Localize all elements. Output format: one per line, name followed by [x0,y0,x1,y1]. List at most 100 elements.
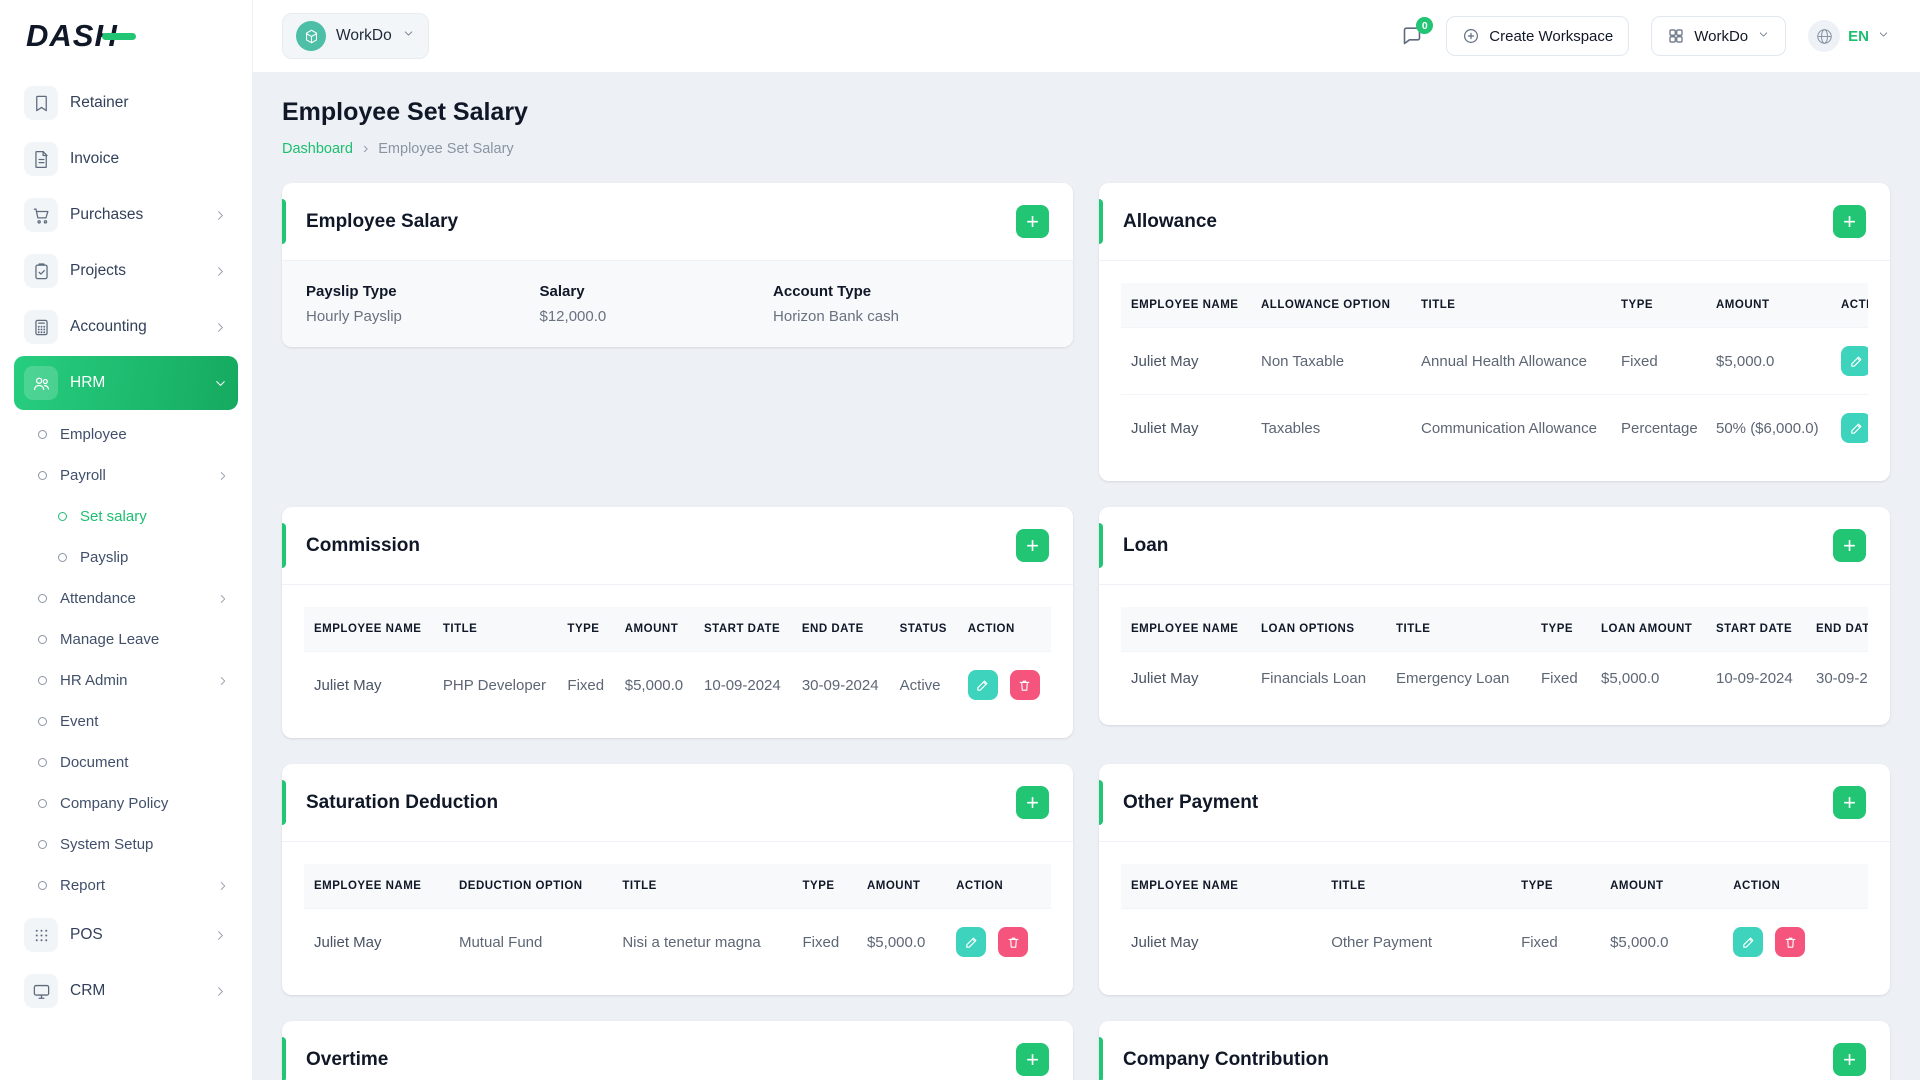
sidebar-item-label: HRM [70,374,106,391]
add-allowance-button[interactable]: + [1833,205,1866,238]
card-header: Company Contribution + [1099,1021,1890,1080]
allowance-card: Allowance + EMPLOYEE NAME ALLOWANCE OPTI… [1099,183,1890,481]
edit-button[interactable] [1733,927,1764,957]
bullet-icon [38,635,47,644]
overtime-card: Overtime + [282,1021,1073,1080]
add-company-contribution-button[interactable]: + [1833,1043,1866,1076]
sidebar-item-projects[interactable]: Projects [14,244,238,298]
messages-button[interactable]: 0 [1400,17,1434,48]
sidebar-item-payslip[interactable]: Payslip [44,537,238,578]
commission-card: Commission + EMPLOYEE NAME TITLE TYPE AM… [282,507,1073,738]
logo-text: DASH [26,18,118,53]
sidebar-item-invoice[interactable]: Invoice [14,132,238,186]
plus-icon: + [1843,532,1856,558]
add-overtime-button[interactable]: + [1016,1043,1049,1076]
edit-button[interactable] [967,670,998,700]
cell: Other Payment [1321,908,1512,975]
cell: Juliet May [1121,327,1251,395]
edit-button[interactable] [1841,346,1868,376]
sidebar-item-label: Payroll [60,467,106,484]
pos-icon [24,918,58,952]
sidebar-item-label: Accounting [70,318,147,335]
other-payment-card: Other Payment + EMPLOYEE NAME TITLE TYPE… [1099,764,1890,995]
sidebar-item-company-policy[interactable]: Company Policy [24,783,238,824]
main-area: WorkDo 0 Create Workspace WorkDo [252,0,1920,1080]
column-header: EMPLOYEE NAME [304,607,433,652]
breadcrumb-dashboard-link[interactable]: Dashboard [282,141,353,157]
cell: Juliet May [1121,651,1251,705]
sidebar-item-label: Purchases [70,206,144,223]
sidebar-item-event[interactable]: Event [24,701,238,742]
sidebar-item-employee[interactable]: Employee [24,414,238,455]
sidebar-item-purchases[interactable]: Purchases [14,188,238,242]
other-payment-table-wrap: EMPLOYEE NAME TITLE TYPE AMOUNT ACTION J… [1121,864,1868,975]
sidebar-item-label: Set salary [80,508,147,525]
column-header: TITLE [1386,607,1531,652]
table-header-row: EMPLOYEE NAME ALLOWANCE OPTION TITLE TYP… [1121,283,1868,328]
sidebar-item-set-salary[interactable]: Set salary [44,496,238,537]
bullet-icon [38,799,47,808]
add-employee-salary-button[interactable]: + [1016,205,1049,238]
card-title: Company Contribution [1123,1048,1329,1070]
employee-salary-card: Employee Salary + Payslip Type Hourly Pa… [282,183,1073,347]
add-commission-button[interactable]: + [1016,529,1049,562]
bullet-icon [38,430,47,439]
bullet-icon [38,594,47,603]
delete-button[interactable] [998,927,1029,957]
actions-cell [1831,394,1868,461]
sidebar-item-document[interactable]: Document [24,742,238,783]
cell: Fixed [1511,908,1601,975]
cell: $5,000.0 [1600,908,1724,975]
column-header: EMPLOYEE NAME [304,864,449,909]
sidebar-item-hrm[interactable]: HRM [14,356,238,410]
card-header: Loan + [1099,507,1890,585]
actions-cell [1723,908,1868,975]
cell: Fixed [557,651,615,718]
sidebar-item-accounting[interactable]: Accounting [14,300,238,354]
sidebar-item-manage-leave[interactable]: Manage Leave [24,619,238,660]
sidebar-item-label: System Setup [60,836,154,853]
delete-button[interactable] [1775,927,1806,957]
sidebar-item-attendance[interactable]: Attendance [24,578,238,619]
add-other-payment-button[interactable]: + [1833,786,1866,819]
sidebar-item-label: Event [60,713,99,730]
sidebar-item-report[interactable]: Report [24,865,238,906]
bullet-icon [38,758,47,767]
edit-button[interactable] [956,927,987,957]
column-header: END DATE [1806,607,1868,652]
column-header: AMOUNT [614,607,695,652]
workspace-avatar-icon [296,21,326,51]
cell: Nisi a tenetur magna [612,908,793,975]
company-contribution-card: Company Contribution + [1099,1021,1890,1080]
table-row: Juliet May Other Payment Fixed $5,000.0 [1121,908,1868,975]
sidebar-item-payroll[interactable]: Payroll [24,455,238,496]
sidebar-item-hr-admin[interactable]: HR Admin [24,660,238,701]
loan-table: EMPLOYEE NAME LOAN OPTIONS TITLE TYPE LO… [1121,607,1868,705]
column-header: TITLE [432,607,558,652]
cell: 30-09-2024 [1806,651,1868,705]
add-loan-button[interactable]: + [1833,529,1866,562]
workspace-selector[interactable]: WorkDo [282,13,429,59]
column-header: START DATE [694,607,792,652]
sidebar-item-retainer[interactable]: Retainer [14,76,238,130]
column-header: ACTION [1723,864,1868,909]
field-value: $12,000.0 [539,308,607,325]
workspace-menu-button[interactable]: WorkDo [1651,16,1787,56]
create-workspace-button[interactable]: Create Workspace [1446,16,1630,56]
add-saturation-deduction-button[interactable]: + [1016,786,1049,819]
edit-button[interactable] [1841,413,1868,443]
sidebar-item-system-setup[interactable]: System Setup [24,824,238,865]
language-selector[interactable]: EN [1808,20,1890,52]
sidebar-item-crm[interactable]: CRM [14,964,238,1018]
sidebar-item-pos[interactable]: POS [14,908,238,962]
cell: Mutual Fund [448,908,613,975]
loan-table-wrap: EMPLOYEE NAME LOAN OPTIONS TITLE TYPE LO… [1121,607,1868,705]
saturation-deduction-table: EMPLOYEE NAME DEDUCTION OPTION TITLE TYP… [304,864,1051,975]
card-title: Allowance [1123,210,1217,232]
plus-icon: + [1843,1046,1856,1072]
bullet-icon [38,881,47,890]
delete-button[interactable] [1009,670,1040,700]
app-logo[interactable]: DASH [0,0,252,72]
breadcrumb-separator-icon: › [362,140,369,157]
column-header: EMPLOYEE NAME [1121,283,1251,328]
